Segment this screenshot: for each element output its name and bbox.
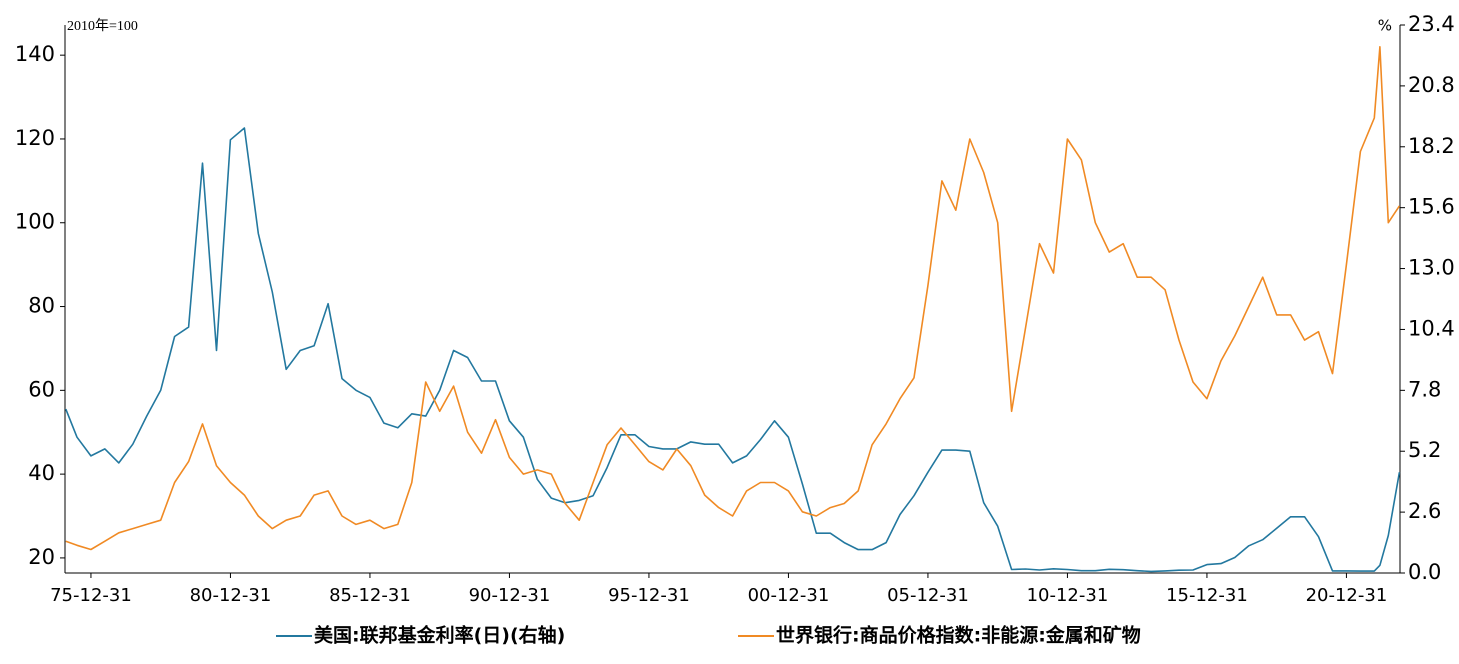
y2-tick-label: 7.8: [1408, 377, 1441, 401]
x-tick-label: 80-12-31: [190, 585, 272, 606]
y-tick-label: 40: [28, 461, 55, 485]
y-tick-label: 140: [15, 42, 55, 66]
y2-tick-label: 10.4: [1408, 316, 1455, 340]
y-axis-label: 2010年=100: [67, 18, 138, 34]
x-tick-label: 85-12-31: [329, 585, 411, 606]
y2-tick-label: 13.0: [1408, 256, 1455, 280]
x-tick-label: 10-12-31: [1027, 585, 1109, 606]
x-tick-label: 05-12-31: [887, 585, 969, 606]
y2-tick-label: 0.0: [1408, 560, 1441, 584]
y2-tick-label: 18.2: [1408, 134, 1455, 158]
y2-tick-label: 20.8: [1408, 73, 1455, 97]
x-tick-label: 00-12-31: [748, 585, 830, 606]
x-tick-label: 20-12-31: [1306, 585, 1388, 606]
x-tick-label: 90-12-31: [469, 585, 551, 606]
y-tick-label: 100: [15, 210, 55, 234]
y2-tick-label: 2.6: [1408, 499, 1441, 523]
x-tick-label: 15-12-31: [1166, 585, 1248, 606]
y2-tick-label: 15.6: [1408, 195, 1455, 219]
y-tick-label: 120: [15, 126, 55, 150]
legend-label: 世界银行:商品价格指数:非能源:金属和矿物: [776, 624, 1141, 647]
series-line: [65, 127, 1401, 573]
y-tick-label: 20: [28, 545, 55, 569]
y2-tick-label: 5.2: [1408, 438, 1441, 462]
y2-tick-label: 23.4: [1408, 12, 1455, 36]
y-tick-label: 80: [28, 294, 55, 318]
y2-axis-label: %: [1378, 17, 1392, 35]
x-tick-label: 75-12-31: [50, 585, 132, 606]
x-tick-label: 95-12-31: [608, 585, 690, 606]
legend-label: 美国:联邦基金利率(日)(右轴): [314, 624, 565, 647]
series-line: [65, 46, 1401, 551]
y-tick-label: 60: [28, 377, 55, 401]
